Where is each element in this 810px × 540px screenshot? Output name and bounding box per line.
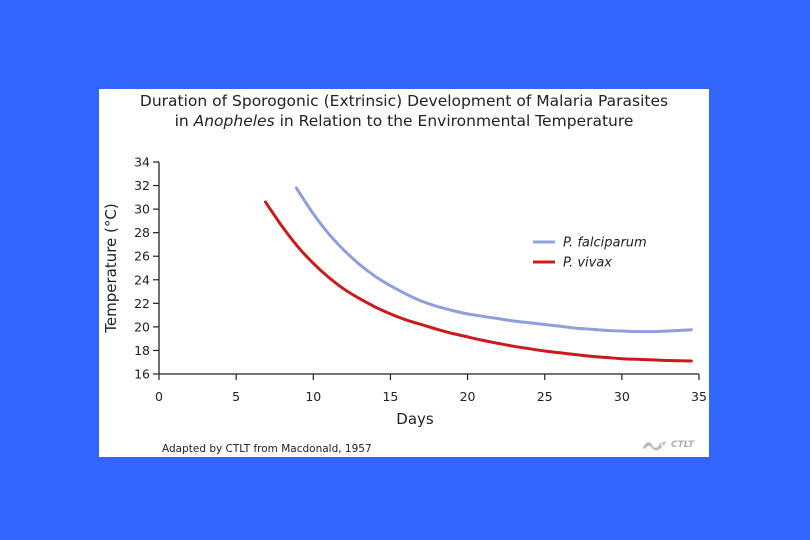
- y-tick-label: 22: [134, 296, 150, 311]
- y-tick-label: 34: [134, 155, 150, 170]
- title-prefix: in: [174, 112, 194, 130]
- title-suffix: in Relation to the Environmental Tempera…: [274, 112, 634, 130]
- chart-title-line-1: Duration of Sporogonic (Extrinsic) Devel…: [139, 92, 669, 110]
- series-line-p-vivax: [264, 200, 693, 363]
- x-tick-label: 20: [460, 389, 476, 404]
- chart-title-line-2: in Anopheles in Relation to the Environm…: [99, 112, 709, 130]
- y-tick-label: 18: [134, 343, 150, 358]
- x-tick-label: 0: [155, 389, 163, 404]
- chart-figure: Duration of Sporogonic (Extrinsic) Devel…: [99, 89, 709, 457]
- chart-plot: 16 18 20 22 24 26 28 30 32 34 0 5 10 15 20 25 30 35 Days Te…: [102, 155, 707, 429]
- x-axis-title: Days: [396, 410, 434, 428]
- ctlt-logo: CTLT: [642, 439, 694, 451]
- y-tick-label: 30: [134, 202, 150, 217]
- x-tick-label: 25: [537, 389, 553, 404]
- ctlt-logo-text: CTLT: [671, 440, 695, 450]
- y-tick-label: 24: [134, 272, 150, 287]
- ctlt-logo-icon: [643, 441, 667, 451]
- y-tick-label: 26: [134, 249, 150, 264]
- x-tick-label: 30: [614, 389, 630, 404]
- y-tick-label: 16: [134, 367, 150, 382]
- y-tick-label: 32: [134, 178, 150, 193]
- y-tick-label: 28: [134, 225, 150, 240]
- legend-label-p-vivax: P. vivax: [563, 256, 612, 271]
- series-line-p-falciparum: [294, 186, 693, 334]
- x-tick-label: 35: [691, 389, 707, 404]
- x-tick-label: 15: [382, 389, 398, 404]
- y-tick-label: 20: [134, 319, 150, 334]
- x-tick-label: 10: [305, 389, 321, 404]
- source-credit: Adapted by CTLT from Macdonald, 1957: [162, 443, 372, 455]
- y-axis-title: Temperature (°C): [102, 203, 120, 333]
- legend-label-p-falciparum: P. falciparum: [563, 236, 647, 251]
- title-italic-genus: Anopheles: [193, 112, 275, 130]
- x-tick-label: 5: [232, 389, 240, 404]
